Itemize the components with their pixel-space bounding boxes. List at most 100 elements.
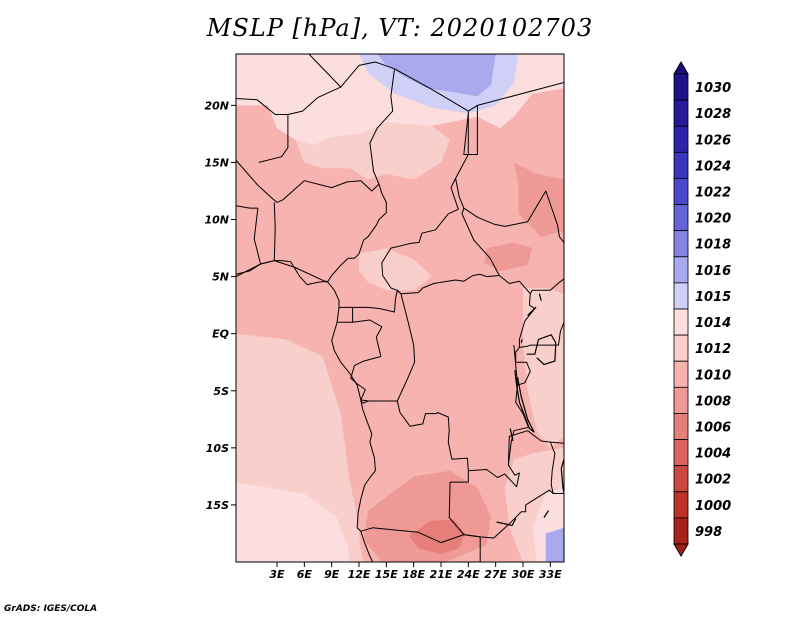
border-line-25 (468, 430, 556, 494)
pressure-region-14 (545, 527, 564, 562)
pressure-region-0 (377, 54, 496, 97)
colorbar-label-1022: 1022 (695, 186, 731, 201)
lake-outline-1 (526, 334, 557, 366)
colorbar-label-1026: 1026 (695, 133, 731, 148)
map-title: MSLP [hPa], VT: 2020102703 (206, 14, 594, 42)
colorbar-label-1002: 1002 (695, 473, 731, 488)
colorbar-swatch-1026 (673, 125, 689, 153)
grads-credit: GrADS: IGES/COLA (4, 604, 98, 614)
colorbar-swatch-1008 (673, 386, 689, 414)
lon-label-18E: 18E (402, 568, 425, 581)
lat-label-20N: 20N (204, 99, 229, 112)
lat-label-EQ: EQ (212, 328, 229, 341)
border-line-13 (461, 207, 564, 295)
lon-label-21E: 21E (430, 568, 453, 581)
border-line-26 (550, 441, 564, 444)
pressure-region-4 (359, 248, 432, 291)
lat-label-10S: 10S (206, 442, 229, 455)
lon-label-30E: 30E (512, 568, 535, 581)
border-line-17 (400, 273, 500, 295)
colorbar-swatch-1022 (673, 178, 689, 205)
lon-label-6E: 6E (297, 568, 313, 581)
colorbar-label-1014: 1014 (695, 316, 731, 331)
colorbar-label-1030: 1030 (695, 81, 731, 96)
lon-label-27E: 27E (484, 568, 507, 581)
pressure-region-11 (523, 288, 564, 448)
border-line-1 (236, 68, 395, 203)
latitude-labels: 20N 15N 10N 5N EQ 5S 10S 15S (204, 99, 229, 512)
colorbar-swatch-1006 (673, 413, 689, 440)
lon-label-15E: 15E (375, 568, 398, 581)
axis-ticks (231, 104, 551, 567)
colorbar-bottom-arrow (673, 543, 689, 557)
lat-label-15N: 15N (204, 156, 229, 169)
lake-outline-4 (514, 370, 535, 433)
pressure-region-10 (409, 519, 465, 554)
colorbar-label-1015: 1015 (695, 290, 731, 305)
pressure-region-6 (484, 242, 533, 271)
lon-label-3E: 3E (269, 568, 285, 581)
colorbar-swatch-1020 (673, 204, 689, 232)
border-line-3 (287, 86, 342, 115)
lat-label-5S: 5S (213, 385, 229, 398)
lat-label-15S: 15S (206, 499, 229, 512)
map-area (236, 54, 564, 562)
border-line-20 (350, 319, 383, 401)
colorbar-label-1000: 1000 (695, 499, 731, 514)
border-line-18 (339, 289, 416, 402)
colorbar-swatch-1018 (673, 230, 689, 258)
lon-label-24E: 24E (457, 568, 480, 581)
border-line-14 (518, 293, 564, 348)
colorbar-label-1004: 1004 (695, 447, 731, 462)
lon-label-12E: 12E (348, 568, 371, 581)
pressure-region-3 (295, 122, 451, 180)
border-line-8 (381, 113, 469, 295)
lake-outlines (496, 293, 564, 527)
lake-outline-5 (509, 428, 514, 442)
lat-label-5N: 5N (212, 271, 229, 284)
lake-outline-8 (543, 510, 550, 518)
border-line-0 (308, 54, 469, 114)
pressure-region-5 (513, 162, 564, 237)
pressure-region-8 (236, 482, 350, 562)
lake-outline-0 (538, 293, 542, 301)
pressure-region-2 (236, 54, 564, 146)
lake-outline-7 (496, 518, 517, 527)
colorbar-swatch-1002 (673, 465, 689, 493)
colorbar-swatch-1014 (673, 308, 689, 336)
coastline (236, 260, 376, 562)
lake-outline-3 (520, 339, 523, 343)
colorbar-label-1016: 1016 (695, 264, 731, 279)
colorbar-swatch-1012 (673, 334, 689, 362)
lake-outline-6 (560, 459, 564, 496)
border-line-15 (515, 347, 531, 386)
colorbar-label-1008: 1008 (695, 394, 731, 409)
colorbar-label-998: 998 (695, 525, 722, 540)
colorbar-label-1020: 1020 (695, 212, 731, 227)
colorbar-label-1018: 1018 (695, 238, 731, 253)
lat-label-10N: 10N (204, 214, 229, 227)
border-line-6 (253, 208, 262, 265)
border-line-12 (455, 178, 564, 243)
border-line-22 (396, 400, 469, 535)
colorbar-label-1024: 1024 (695, 159, 731, 174)
border-line-11 (463, 105, 478, 155)
colorbar-swatch-998 (673, 517, 689, 545)
colorbar-swatch-1016 (673, 256, 689, 284)
colorbar-swatch-1028 (673, 99, 689, 127)
pressure-fill-regions (236, 54, 564, 562)
map-frame (235, 53, 565, 563)
colorbar-swatch-1030 (673, 73, 689, 101)
longitude-labels: 3E 6E 9E 12E 15E 18E 21E 24E 27E 30E 33E (269, 568, 562, 581)
lon-label-9E: 9E (324, 568, 340, 581)
colorbar-swatch-1004 (673, 439, 689, 467)
colorbar-swatch-1000 (673, 491, 689, 519)
colorbar-swatch-1015 (673, 282, 689, 310)
border-line-5 (236, 205, 258, 209)
colorbar-swatch-1024 (673, 151, 689, 179)
colorbar-label-1012: 1012 (695, 342, 731, 357)
colorbar-label-1010: 1010 (695, 368, 731, 383)
colorbar-top-arrow (673, 61, 689, 75)
colorbar-label-1028: 1028 (695, 107, 731, 122)
